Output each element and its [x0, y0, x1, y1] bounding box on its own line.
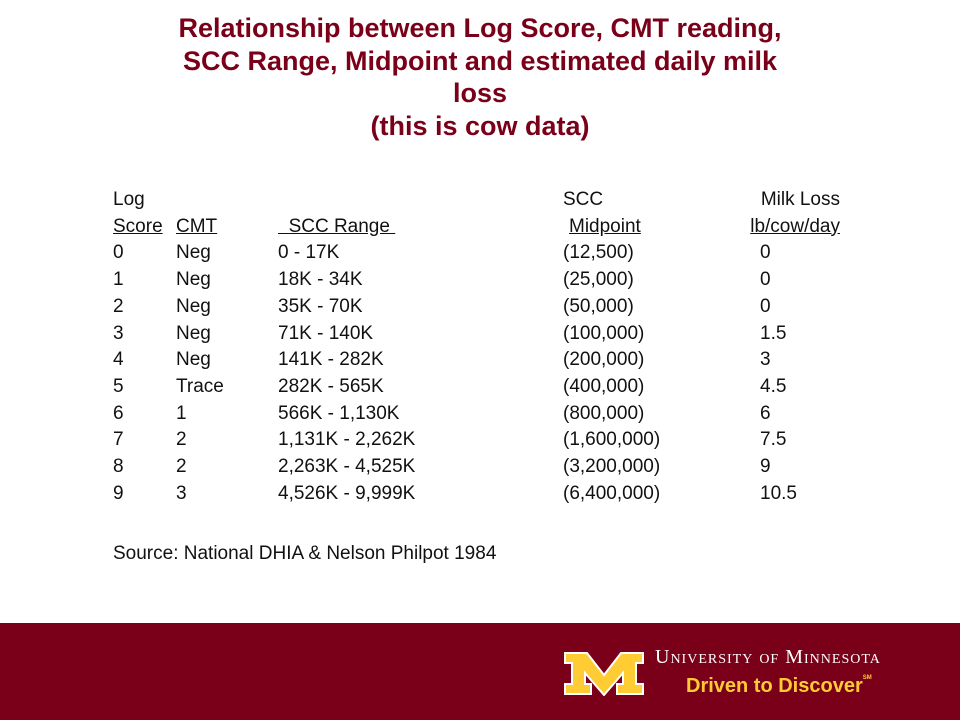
- cell-scc-range: 71K - 140K: [278, 322, 374, 344]
- header-lb-cow-day: lb/cow/day: [750, 215, 840, 237]
- cell-midpoint: (400,000): [563, 375, 645, 397]
- cell-milk-loss: 6: [760, 402, 771, 424]
- footer-bar: [0, 623, 960, 720]
- cell-log-score: 9: [113, 482, 124, 504]
- header-midpoint: Midpoint: [569, 215, 641, 237]
- cell-milk-loss: 10.5: [760, 482, 797, 504]
- cell-cmt: 3: [176, 482, 187, 504]
- cell-log-score: 5: [113, 375, 124, 397]
- cell-milk-loss: 3: [760, 349, 771, 371]
- cell-scc-range: 18K - 34K: [278, 269, 363, 291]
- cell-log-score: 7: [113, 429, 124, 451]
- source-note: Source: National DHIA & Nelson Philpot 1…: [113, 543, 497, 564]
- table-row: 4 Neg 141K - 282K (200,000) 3: [113, 347, 840, 374]
- cell-milk-loss: 7.5: [760, 429, 787, 451]
- cell-cmt: 1: [176, 402, 187, 424]
- header-row-top: Log SCC Milk Loss: [113, 187, 840, 214]
- cell-cmt: 2: [176, 429, 187, 451]
- header-scc: SCC: [563, 189, 604, 210]
- cell-cmt: Trace: [176, 375, 224, 397]
- block-m-logo: [564, 652, 644, 696]
- service-mark: SM: [862, 675, 872, 681]
- scc-table: Log SCC Milk Loss Score CMT SCC Range Mi…: [113, 187, 840, 507]
- cell-scc-range: 282K - 565K: [278, 375, 384, 397]
- cell-cmt: Neg: [176, 349, 211, 371]
- cell-log-score: 6: [113, 402, 124, 424]
- slide-title: Relationship between Log Score, CMT read…: [60, 12, 900, 142]
- title-line-3: loss: [452, 78, 508, 108]
- table-row: 8 2 2,263K - 4,525K (3,200,000) 9: [113, 454, 840, 481]
- cell-cmt: Neg: [176, 269, 211, 291]
- cell-milk-loss: 0: [760, 295, 771, 317]
- cell-midpoint: (100,000): [563, 322, 645, 344]
- cell-log-score: 2: [113, 295, 124, 317]
- table-row: 7 2 1,131K - 2,262K (1,600,000) 7.5: [113, 427, 840, 454]
- cell-scc-range: 0 - 17K: [278, 242, 340, 264]
- cell-midpoint: (200,000): [563, 349, 645, 371]
- header-row-bottom: Score CMT SCC Range Midpoint lb/cow/day: [113, 214, 840, 241]
- header-scc-range: SCC Range: [288, 215, 390, 237]
- title-line-4: (this is cow data): [370, 110, 590, 141]
- title-line-2: SCC Range, Midpoint and estimated daily …: [182, 45, 778, 76]
- cell-scc-range: 1,131K - 2,262K: [278, 429, 416, 451]
- cell-midpoint: (6,400,000): [563, 482, 661, 504]
- table-row: 1 Neg 18K - 34K (25,000) 0: [113, 267, 840, 294]
- cell-cmt: Neg: [176, 295, 211, 317]
- cell-midpoint: (3,200,000): [563, 456, 661, 478]
- header-cmt: CMT: [176, 215, 218, 237]
- cell-milk-loss: 1.5: [760, 322, 787, 344]
- table-row: 2 Neg 35K - 70K (50,000) 0: [113, 294, 840, 321]
- cell-scc-range: 2,263K - 4,525K: [278, 456, 416, 478]
- cell-midpoint: (25,000): [563, 269, 634, 291]
- cell-log-score: 3: [113, 322, 124, 344]
- cell-milk-loss: 9: [760, 456, 771, 478]
- title-line-1: Relationship between Log Score, CMT read…: [178, 13, 782, 43]
- cell-milk-loss: 0: [760, 269, 771, 291]
- table-row: 9 3 4,526K - 9,999K (6,400,000) 10.5: [113, 481, 840, 508]
- cell-midpoint: (1,600,000): [563, 429, 661, 451]
- cell-milk-loss: 4.5: [760, 375, 787, 397]
- cell-scc-range: 566K - 1,130K: [278, 402, 400, 424]
- university-name: University of Minnesota: [655, 646, 881, 668]
- cell-log-score: 0: [113, 242, 124, 264]
- cell-midpoint: (12,500): [563, 242, 634, 264]
- cell-cmt: 2: [176, 456, 187, 478]
- cell-log-score: 8: [113, 456, 124, 478]
- header-milk-loss: Milk Loss: [760, 189, 840, 210]
- cell-milk-loss: 0: [760, 242, 771, 264]
- tagline: Driven to DiscoverSM: [686, 675, 872, 698]
- cell-log-score: 4: [113, 349, 124, 371]
- table-row: 6 1 566K - 1,130K (800,000) 6: [113, 401, 840, 428]
- cell-log-score: 1: [113, 269, 124, 291]
- cell-scc-range: 4,526K - 9,999K: [278, 482, 416, 504]
- header-log: Log: [113, 189, 145, 210]
- cell-scc-range: 35K - 70K: [278, 295, 363, 317]
- cell-cmt: Neg: [176, 242, 211, 264]
- cell-cmt: Neg: [176, 322, 211, 344]
- table-row: 3 Neg 71K - 140K (100,000) 1.5: [113, 321, 840, 348]
- table-body: 0 Neg 0 - 17K (12,500) 0 1 Neg 18K - 34K (25,000…: [113, 240, 840, 507]
- cell-midpoint: (800,000): [563, 402, 645, 424]
- cell-scc-range: 141K - 282K: [278, 349, 384, 371]
- table-row: 5 Trace 282K - 565K (400,000) 4.5: [113, 374, 840, 401]
- cell-midpoint: (50,000): [563, 295, 634, 317]
- table-row: 0 Neg 0 - 17K (12,500) 0: [113, 240, 840, 267]
- tagline-text: Driven to Discover: [686, 675, 863, 697]
- header-score: Score: [113, 215, 163, 237]
